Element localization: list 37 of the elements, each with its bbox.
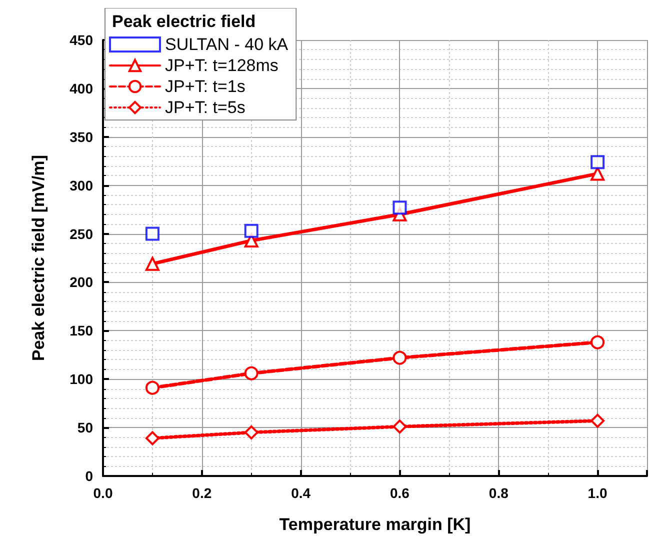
x-tick-label: 0.2 (192, 485, 212, 501)
point (244, 425, 258, 440)
point (244, 224, 258, 238)
legend-label: SULTAN - 40 kA (165, 35, 289, 54)
y-tick-label: 450 (70, 32, 94, 48)
x-tick-label: 0.4 (291, 485, 311, 501)
x-tick-label: 0.8 (488, 485, 509, 501)
x-tick-label: 0.6 (390, 485, 410, 501)
point (392, 350, 407, 365)
y-tick-label: 250 (70, 226, 94, 242)
y-tick-label: 0 (85, 468, 94, 484)
legend-title: Peak electric field (112, 12, 256, 31)
point (145, 256, 160, 271)
legend-label: JP+T: t=128ms (165, 56, 278, 75)
point (590, 166, 605, 181)
point (590, 335, 605, 350)
y-tick-label: 300 (70, 177, 94, 194)
y-tick-label: 100 (70, 371, 94, 388)
y-tick-label: 400 (70, 80, 94, 96)
point (590, 155, 605, 170)
point (244, 366, 258, 380)
point (145, 431, 160, 446)
legend-label: JP+T: t=1s (165, 77, 246, 96)
y-tick-label: 350 (70, 128, 94, 145)
point (145, 226, 160, 241)
y-tick-label: 150 (70, 322, 94, 339)
y-tick-label: 50 (77, 420, 94, 436)
point (392, 200, 407, 215)
x-tick-label: 1.0 (588, 485, 608, 501)
point (392, 420, 407, 434)
x-axis-title: Temperature margin [K] (279, 515, 471, 534)
y-axis-title: Peak electric field [mV/m] (29, 155, 48, 361)
y-tick-label: 200 (70, 274, 94, 290)
legend-label: JP+T: t=5s (165, 98, 246, 117)
x-tick-label: 0.0 (93, 485, 113, 501)
point (590, 414, 605, 428)
point (145, 380, 160, 395)
